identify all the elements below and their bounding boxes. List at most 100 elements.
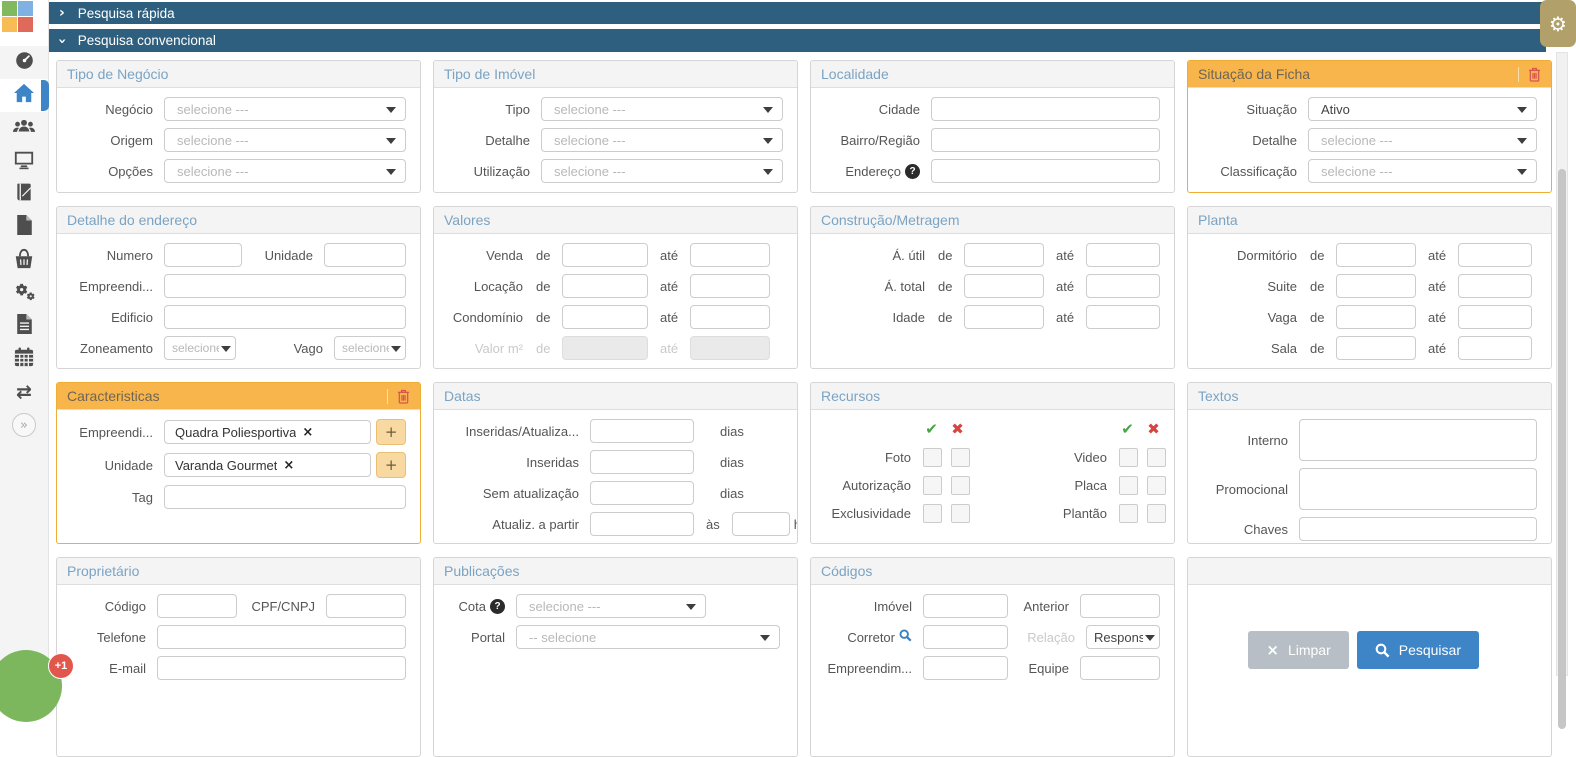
area-total-de-input[interactable] (964, 274, 1044, 298)
zoneamento-select[interactable]: selecione (164, 336, 236, 360)
empreendimento-codigo-input[interactable] (923, 656, 1008, 680)
origem-select[interactable]: selecione --- (164, 128, 406, 152)
sidebar-item-files[interactable] (0, 211, 48, 244)
unidade-chip-field[interactable]: Varanda Gourmet × (164, 453, 372, 477)
vago-select[interactable]: selecione (334, 336, 406, 360)
vertical-scrollbar[interactable] (1556, 52, 1568, 729)
placa-sim-checkbox[interactable] (1119, 475, 1138, 495)
empreendimento-input[interactable] (164, 274, 406, 298)
chaves-input[interactable] (1299, 517, 1537, 541)
utilizacao-select[interactable]: selecione --- (541, 159, 783, 183)
promocional-textarea[interactable] (1299, 468, 1537, 510)
portal-select[interactable]: -- selecione (516, 625, 780, 649)
sidebar-collapse-button[interactable]: » (12, 413, 36, 437)
cidade-input[interactable] (931, 97, 1160, 121)
locacao-ate-input[interactable] (690, 274, 770, 298)
atualiz-a-partir-data-input[interactable] (590, 512, 694, 536)
add-button[interactable]: + (376, 452, 406, 478)
plantao-sim-checkbox[interactable] (1119, 503, 1138, 523)
accordion-pesquisa-convencional[interactable]: › Pesquisa convencional (48, 29, 1546, 52)
email-input[interactable] (157, 656, 406, 680)
bairro-regiao-input[interactable] (931, 128, 1160, 152)
video-nao-checkbox[interactable] (1147, 447, 1166, 467)
atualiz-a-partir-hora-input[interactable] (731, 512, 790, 536)
sidebar-item-settings[interactable] (0, 277, 48, 310)
sidebar-item-clients[interactable] (0, 112, 48, 145)
sidebar-item-calendar[interactable] (0, 343, 48, 376)
anterior-input[interactable] (1080, 594, 1160, 618)
idade-de-input[interactable] (964, 305, 1044, 329)
foto-sim-checkbox[interactable] (923, 447, 942, 467)
settings-fab-gear-icon[interactable]: ⚙ (1540, 0, 1576, 47)
tag-input[interactable] (164, 485, 406, 509)
sala-de-input[interactable] (1336, 336, 1416, 360)
corretor-input[interactable] (923, 625, 1008, 649)
vaga-de-input[interactable] (1336, 305, 1416, 329)
area-total-ate-input[interactable] (1086, 274, 1160, 298)
venda-de-input[interactable] (562, 243, 648, 267)
sidebar-item-home[interactable] (0, 79, 49, 112)
trash-icon[interactable] (397, 389, 410, 404)
chip-remove-icon[interactable]: × (302, 424, 314, 440)
limpar-button[interactable]: × Limpar (1248, 631, 1349, 669)
cota-select[interactable]: selecione --- (516, 594, 706, 618)
video-sim-checkbox[interactable] (1119, 447, 1138, 467)
add-button[interactable]: + (376, 419, 406, 445)
empreendimento-chip-field[interactable]: Quadra Poliesportiva × (164, 420, 372, 444)
situacao-detalhe-select[interactable]: selecione --- (1308, 128, 1537, 152)
inseridas-input[interactable] (590, 450, 694, 474)
opcoes-select[interactable]: selecione --- (164, 159, 406, 183)
venda-ate-input[interactable] (690, 243, 770, 267)
suite-ate-input[interactable] (1458, 274, 1532, 298)
idade-ate-input[interactable] (1086, 305, 1160, 329)
locacao-de-input[interactable] (562, 274, 648, 298)
sem-atualizacao-input[interactable] (590, 481, 694, 505)
sidebar-item-journal[interactable] (0, 178, 48, 211)
negocio-select[interactable]: selecione --- (164, 97, 406, 121)
sidebar-item-monitor[interactable] (0, 145, 48, 178)
sidebar-item-transfers[interactable]: ⇄ (0, 376, 48, 409)
foto-nao-checkbox[interactable] (951, 447, 970, 467)
chat-bubble[interactable]: +1 (0, 650, 74, 722)
equipe-input[interactable] (1080, 656, 1160, 680)
dormitorio-ate-input[interactable] (1458, 243, 1532, 267)
sala-ate-input[interactable] (1458, 336, 1532, 360)
search-icon[interactable] (899, 629, 912, 645)
autorizacao-nao-checkbox[interactable] (951, 475, 970, 495)
chip-remove-icon[interactable]: × (283, 457, 295, 473)
placa-nao-checkbox[interactable] (1147, 475, 1166, 495)
interno-textarea[interactable] (1299, 419, 1537, 461)
endereco-input[interactable] (931, 159, 1160, 183)
sidebar-item-dashboard[interactable] (0, 46, 48, 79)
suite-de-input[interactable] (1336, 274, 1416, 298)
cpf-cnpj-input[interactable] (326, 594, 406, 618)
relacao-select[interactable]: Responsá (1086, 625, 1160, 649)
numero-input[interactable] (164, 243, 242, 267)
area-util-ate-input[interactable] (1086, 243, 1160, 267)
sidebar-item-documents[interactable] (0, 310, 48, 343)
edificio-input[interactable] (164, 305, 406, 329)
imovel-codigo-input[interactable] (923, 594, 1008, 618)
condominio-ate-input[interactable] (690, 305, 770, 329)
tipo-select[interactable]: selecione --- (541, 97, 783, 121)
condominio-de-input[interactable] (562, 305, 648, 329)
plantao-nao-checkbox[interactable] (1147, 503, 1166, 523)
detalhe-select[interactable]: selecione --- (541, 128, 783, 152)
inseridas-atualizadas-input[interactable] (590, 419, 694, 443)
pesquisar-button[interactable]: Pesquisar (1356, 631, 1479, 669)
accordion-pesquisa-rapida[interactable]: › Pesquisa rápida (48, 2, 1546, 24)
telefone-input[interactable] (157, 625, 406, 649)
classificacao-select[interactable]: selecione --- (1308, 159, 1537, 183)
unidade-input[interactable] (324, 243, 406, 267)
trash-icon[interactable] (1528, 67, 1541, 82)
dormitorio-de-input[interactable] (1336, 243, 1416, 267)
autorizacao-sim-checkbox[interactable] (923, 475, 942, 495)
help-icon[interactable]: ? (905, 163, 920, 179)
vaga-ate-input[interactable] (1458, 305, 1532, 329)
scrollbar-thumb[interactable] (1558, 169, 1566, 729)
exclusividade-sim-checkbox[interactable] (923, 503, 942, 523)
help-icon[interactable]: ? (490, 598, 505, 614)
exclusividade-nao-checkbox[interactable] (951, 503, 970, 523)
area-util-de-input[interactable] (964, 243, 1044, 267)
sidebar-item-basket[interactable] (0, 244, 48, 277)
